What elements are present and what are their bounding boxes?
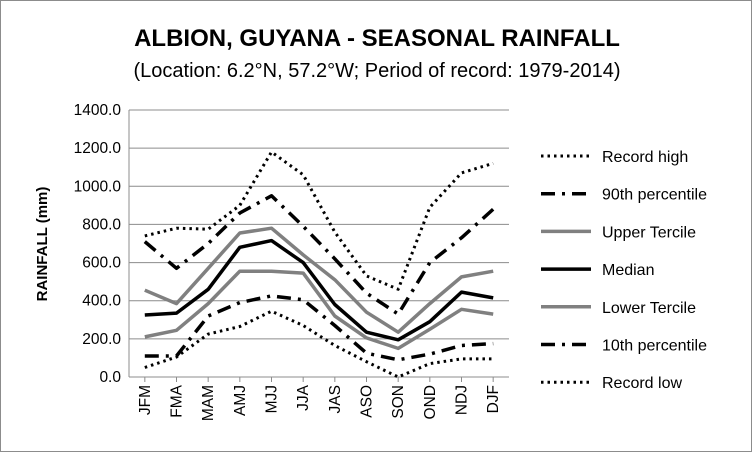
legend-label-2: Upper Tercile bbox=[602, 224, 696, 241]
x-tick-label: FMA bbox=[169, 384, 186, 417]
legend-label-1: 90th percentile bbox=[602, 187, 707, 204]
series-line-5 bbox=[144, 294, 494, 362]
chart-title: ALBION, GUYANA - SEASONAL RAINFALL bbox=[134, 25, 620, 52]
x-tick-label: JFM bbox=[137, 385, 154, 415]
series-line-1 bbox=[143, 194, 495, 316]
x-tick-label: DJF bbox=[485, 385, 502, 413]
series-line-0 bbox=[144, 150, 494, 291]
y-tick-labels: 0.0 200.0 400.0 600.0 800.0 1000.0 1200.0 1400.… bbox=[74, 102, 122, 386]
y-tick-label: 200.0 bbox=[82, 331, 121, 348]
y-tick-label: 0.0 bbox=[99, 369, 121, 386]
y-tick-label: 1200.0 bbox=[74, 140, 122, 157]
legend-label-4: Lower Tercile bbox=[602, 300, 696, 317]
legend-label-3: Median bbox=[602, 262, 654, 279]
y-tick-label: 800.0 bbox=[82, 216, 121, 233]
x-tick-label: SON bbox=[390, 385, 407, 419]
x-tick-labels: JFM FMA MAM AMJ MJJ JJA JAS ASO SON OND NDJ DJF bbox=[137, 384, 502, 421]
y-tick-label: 400.0 bbox=[82, 293, 121, 310]
x-tick-label: JAS bbox=[327, 385, 344, 413]
x-tick-label: ASO bbox=[359, 385, 376, 418]
chart-subtitle: (Location: 6.2°N, 57.2°W; Period of reco… bbox=[133, 60, 620, 82]
x-tick-label: AMJ bbox=[232, 385, 249, 416]
x-tick-label: MAM bbox=[200, 385, 217, 421]
series-layer bbox=[143, 150, 495, 379]
y-tick-label: 1000.0 bbox=[74, 178, 122, 195]
x-tick-label: OND bbox=[422, 385, 439, 419]
x-tick-label: JJA bbox=[295, 384, 312, 411]
y-axis-label: RAINFALL (mm) bbox=[34, 187, 51, 302]
legend-label-5: 10th percentile bbox=[602, 338, 707, 355]
legend-label-0: Record high bbox=[602, 149, 688, 166]
y-tick-label: 600.0 bbox=[82, 255, 121, 272]
axes-layer bbox=[128, 110, 509, 382]
series-line-4 bbox=[144, 269, 494, 351]
x-tick-label: NDJ bbox=[454, 385, 471, 415]
legend: Record high 90th percentile Upper Tercile M… bbox=[541, 149, 707, 392]
legend-label-6: Record low bbox=[602, 375, 682, 392]
series-line-6 bbox=[144, 309, 494, 379]
y-tick-label: 1400.0 bbox=[74, 102, 122, 119]
series-line-3 bbox=[144, 238, 494, 342]
series-line-2 bbox=[144, 226, 494, 334]
x-tick-label: MJJ bbox=[264, 385, 281, 413]
